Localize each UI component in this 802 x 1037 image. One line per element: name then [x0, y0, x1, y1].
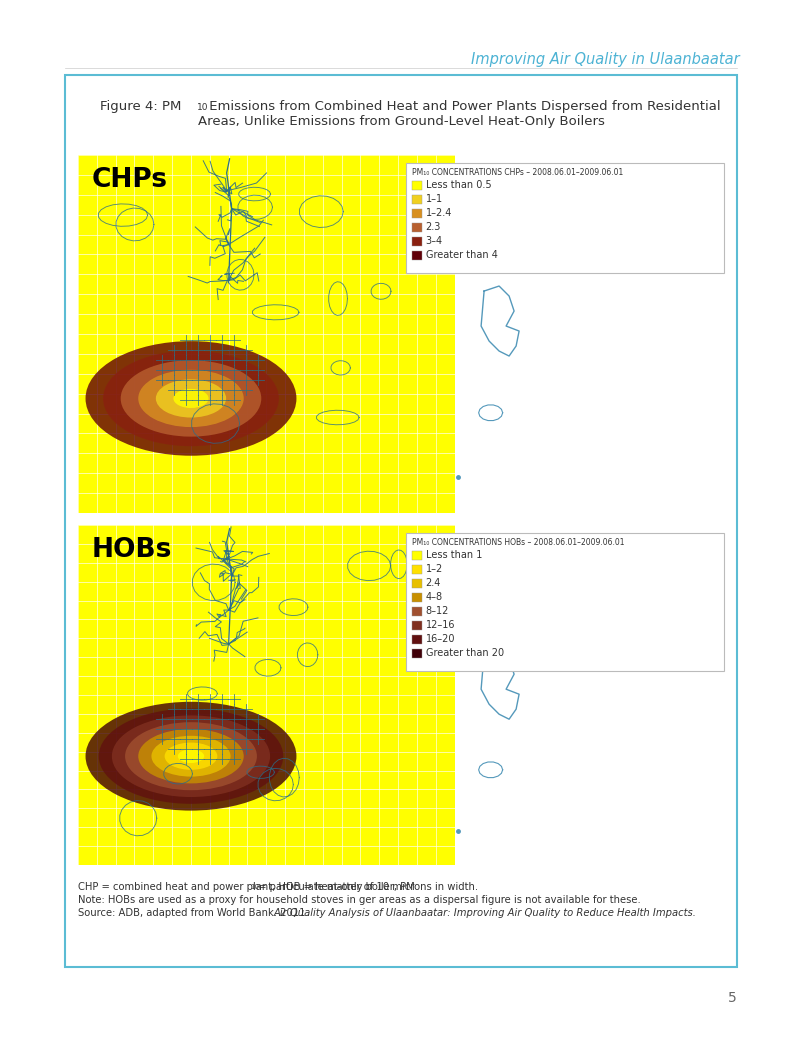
Ellipse shape	[178, 750, 205, 763]
Bar	[411, 209, 422, 218]
Ellipse shape	[86, 341, 297, 455]
Text: 8–12: 8–12	[426, 607, 449, 617]
Text: HOBs: HOBs	[92, 537, 172, 563]
Bar	[411, 649, 422, 658]
Text: Air Quality Analysis of Ulaanbaatar: Improving Air Quality to Reduce Health Impa: Air Quality Analysis of Ulaanbaatar: Imp…	[274, 908, 697, 918]
Ellipse shape	[173, 389, 209, 408]
Ellipse shape	[86, 702, 297, 811]
Text: Areas, Unlike Emissions from Ground-Level Heat-Only Boilers: Areas, Unlike Emissions from Ground-Leve…	[197, 115, 605, 128]
Text: 16–20: 16–20	[426, 635, 455, 645]
Ellipse shape	[125, 722, 257, 790]
Bar	[455, 525, 733, 865]
Bar	[411, 565, 422, 574]
Bar	[411, 621, 422, 630]
Ellipse shape	[164, 742, 217, 769]
Ellipse shape	[112, 716, 270, 797]
Text: 2.4: 2.4	[426, 579, 441, 589]
Ellipse shape	[99, 708, 283, 804]
Text: CHP = combined heat and power plant, HOB = heat-only boiler, PM: CHP = combined heat and power plant, HOB…	[78, 882, 415, 892]
Bar	[411, 579, 422, 588]
Bar	[411, 593, 422, 602]
Text: 1–2: 1–2	[426, 564, 443, 574]
Bar	[411, 223, 422, 232]
Text: Greater than 4: Greater than 4	[426, 251, 497, 260]
Text: Greater than 20: Greater than 20	[426, 648, 504, 658]
Bar	[411, 251, 422, 260]
Text: 10: 10	[250, 884, 259, 890]
FancyBboxPatch shape	[406, 163, 724, 273]
Text: 2.3: 2.3	[426, 223, 441, 232]
Bar	[411, 635, 422, 644]
Ellipse shape	[156, 380, 226, 418]
Text: Source: ADB, adapted from World Bank. 2011.: Source: ADB, adapted from World Bank. 20…	[78, 908, 312, 918]
Text: 10: 10	[197, 103, 209, 112]
Bar	[78, 155, 455, 513]
Text: 1–1: 1–1	[426, 195, 443, 204]
FancyBboxPatch shape	[65, 75, 737, 966]
Bar	[411, 607, 422, 616]
Ellipse shape	[152, 736, 230, 777]
Text: Improving Air Quality in Ulaanbaatar: Improving Air Quality in Ulaanbaatar	[472, 52, 740, 67]
Bar	[411, 181, 422, 190]
FancyBboxPatch shape	[406, 533, 724, 671]
Bar	[78, 525, 455, 865]
Text: Figure 4: PM: Figure 4: PM	[100, 100, 181, 113]
Bar	[411, 237, 422, 246]
Ellipse shape	[120, 360, 261, 437]
Text: 3–4: 3–4	[426, 236, 443, 247]
Text: Less than 0.5: Less than 0.5	[426, 180, 491, 191]
Text: PM₁₀ CONCENTRATIONS CHPs – 2008.06.01–2009.06.01: PM₁₀ CONCENTRATIONS CHPs – 2008.06.01–20…	[411, 168, 622, 177]
Text: CHPs: CHPs	[92, 167, 168, 193]
Text: 4–8: 4–8	[426, 592, 443, 602]
Text: Less than 1: Less than 1	[426, 551, 482, 561]
Text: 1–2.4: 1–2.4	[426, 208, 452, 219]
Text: Emissions from Combined Heat and Power Plants Dispersed from Residential: Emissions from Combined Heat and Power P…	[205, 100, 721, 113]
Text: = particulate matter of 10 microns in width.: = particulate matter of 10 microns in wi…	[255, 882, 478, 892]
Text: 12–16: 12–16	[426, 620, 455, 630]
Bar	[455, 155, 733, 513]
Bar	[411, 551, 422, 560]
Ellipse shape	[138, 370, 244, 427]
Ellipse shape	[103, 351, 279, 446]
Bar	[411, 195, 422, 204]
Text: 5: 5	[728, 991, 737, 1005]
Text: PM₁₀ CONCENTRATIONS HOBs – 2008.06.01–2009.06.01: PM₁₀ CONCENTRATIONS HOBs – 2008.06.01–20…	[411, 538, 624, 546]
Ellipse shape	[138, 729, 244, 783]
Text: Note: HOBs are used as a proxy for household stoves in ger areas as a dispersal : Note: HOBs are used as a proxy for house…	[78, 895, 641, 905]
